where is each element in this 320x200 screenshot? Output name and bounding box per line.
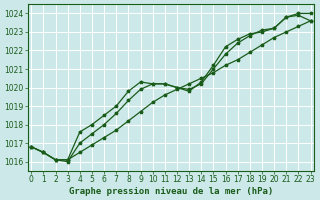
X-axis label: Graphe pression niveau de la mer (hPa): Graphe pression niveau de la mer (hPa) <box>69 187 273 196</box>
